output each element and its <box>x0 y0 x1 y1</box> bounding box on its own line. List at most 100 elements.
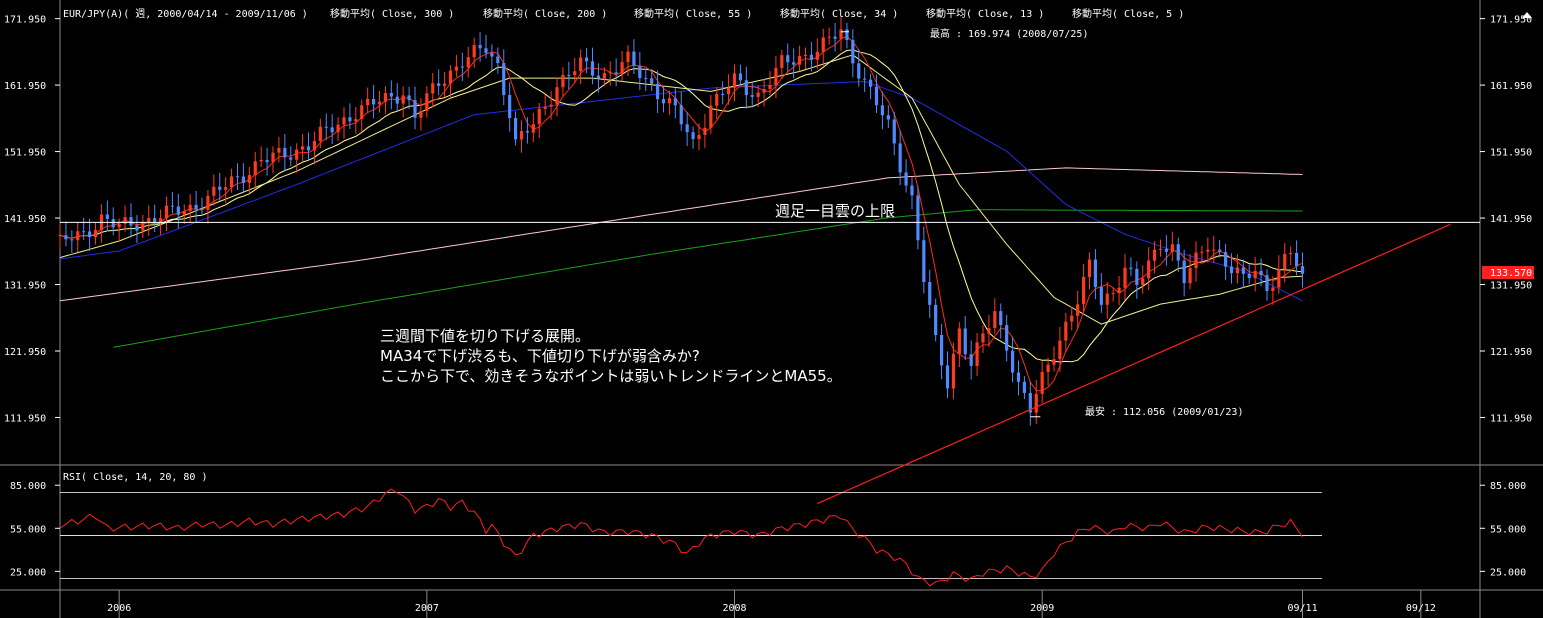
price-tick-label-right: 161.950 <box>1490 81 1532 92</box>
candle-body <box>792 62 796 65</box>
candle-body <box>111 219 115 228</box>
candle-body <box>957 328 961 354</box>
candle-body <box>851 40 855 64</box>
price-tick-label-left: 111.950 <box>4 413 46 424</box>
rsi-tick-label-left: 85.000 <box>10 481 46 492</box>
price-tick-label-left: 171.950 <box>4 15 46 26</box>
candle-body <box>431 83 435 94</box>
price-tick-label-left: 121.950 <box>4 347 46 358</box>
candle-body <box>76 231 80 241</box>
candle-body <box>1016 372 1021 382</box>
candle-body <box>525 131 530 133</box>
candle-body <box>549 104 553 107</box>
candle-body <box>898 143 902 173</box>
ma13-label: 移動平均( Close, 13 ) <box>926 7 1044 20</box>
scroll-up-icon[interactable] <box>1522 12 1532 18</box>
candle-body <box>289 157 293 160</box>
candle-body <box>797 55 802 65</box>
candle-body <box>212 186 216 196</box>
candle-body <box>531 124 535 133</box>
candle-body <box>543 106 547 109</box>
candle-body <box>1277 269 1281 288</box>
candle-body <box>519 131 524 140</box>
candle-body <box>1087 259 1092 277</box>
candle-body <box>744 80 748 96</box>
candle-body <box>874 86 879 106</box>
candle-body <box>945 365 950 389</box>
candle-body <box>999 311 1003 326</box>
candle-body <box>502 63 506 95</box>
candle-body <box>821 37 825 52</box>
rsi-title: RSI( Close, 14, 20, 80 ) <box>63 472 208 483</box>
candle-body <box>1235 267 1240 274</box>
candle-body <box>596 75 601 79</box>
candle-body <box>738 73 743 81</box>
candle-body <box>1070 315 1074 322</box>
price-tick-label-right: 111.950 <box>1490 413 1532 424</box>
candle-body <box>1200 251 1204 253</box>
candle-body <box>697 134 701 140</box>
candle-body <box>756 92 760 97</box>
candle-body <box>224 187 228 190</box>
candle-body <box>1223 252 1228 267</box>
candle-body <box>1076 304 1080 316</box>
candle-body <box>650 78 654 84</box>
candle-body <box>153 218 157 224</box>
candle-body <box>632 51 636 66</box>
candle-body <box>194 204 198 210</box>
candle-body <box>922 240 926 283</box>
candle-body <box>383 93 388 102</box>
time-tick-label: 2006 <box>107 603 131 614</box>
candle-body <box>1058 340 1062 360</box>
candle-body <box>1218 249 1222 253</box>
chart-overlays <box>60 31 1480 505</box>
candle-body <box>1034 393 1038 413</box>
ma200-label: 移動平均( Close, 200 ) <box>483 7 607 20</box>
price-tick-label-right: 151.950 <box>1490 148 1532 159</box>
time-tick-label: 2008 <box>723 603 747 614</box>
candle-body <box>1093 259 1098 287</box>
candle-body <box>1105 293 1109 305</box>
candle-body <box>1064 321 1068 341</box>
candle-body <box>105 214 109 220</box>
candle-body <box>904 172 908 186</box>
candle-body <box>573 71 577 76</box>
candle-body <box>726 87 731 95</box>
price-tick-label-right: 131.950 <box>1490 281 1532 292</box>
candle-body <box>1152 249 1157 261</box>
candle-body <box>490 52 494 57</box>
candle-body <box>235 176 240 178</box>
price-tick-label-right: 171.950 <box>1490 15 1532 26</box>
candle-body <box>342 117 346 125</box>
candle-body <box>135 225 139 231</box>
candle-body <box>1099 286 1103 305</box>
candle-body <box>975 342 979 366</box>
candle-body <box>437 83 441 86</box>
candle-body <box>1289 252 1293 254</box>
cloud-upper-label: 週足一目雲の上限 <box>775 202 895 220</box>
candle-body <box>863 78 867 80</box>
candle-body <box>703 127 707 135</box>
ma5-label: 移動平均( Close, 5 ) <box>1072 7 1184 20</box>
candle-body <box>969 354 973 366</box>
rsi-tick-label-right: 85.000 <box>1490 481 1526 492</box>
trendline <box>817 223 1451 505</box>
candle-body <box>188 204 192 211</box>
time-tick-label: 2009 <box>1030 603 1054 614</box>
candle-body <box>1005 325 1009 351</box>
candle-body <box>206 195 210 210</box>
rsi-tick-label-right: 25.000 <box>1490 567 1526 578</box>
candle-body <box>584 57 589 62</box>
candle-body <box>1194 252 1198 269</box>
candle-body <box>425 93 429 112</box>
candle-body <box>466 57 470 68</box>
price-tick-label-left: 151.950 <box>4 148 46 159</box>
price-tick-label-right: 121.950 <box>1490 347 1532 358</box>
candle-body <box>472 44 476 58</box>
candle-body <box>1081 276 1086 305</box>
candle-body <box>845 29 849 41</box>
candle-body <box>377 101 382 105</box>
candle-body <box>348 117 352 122</box>
candle-body <box>608 72 612 74</box>
